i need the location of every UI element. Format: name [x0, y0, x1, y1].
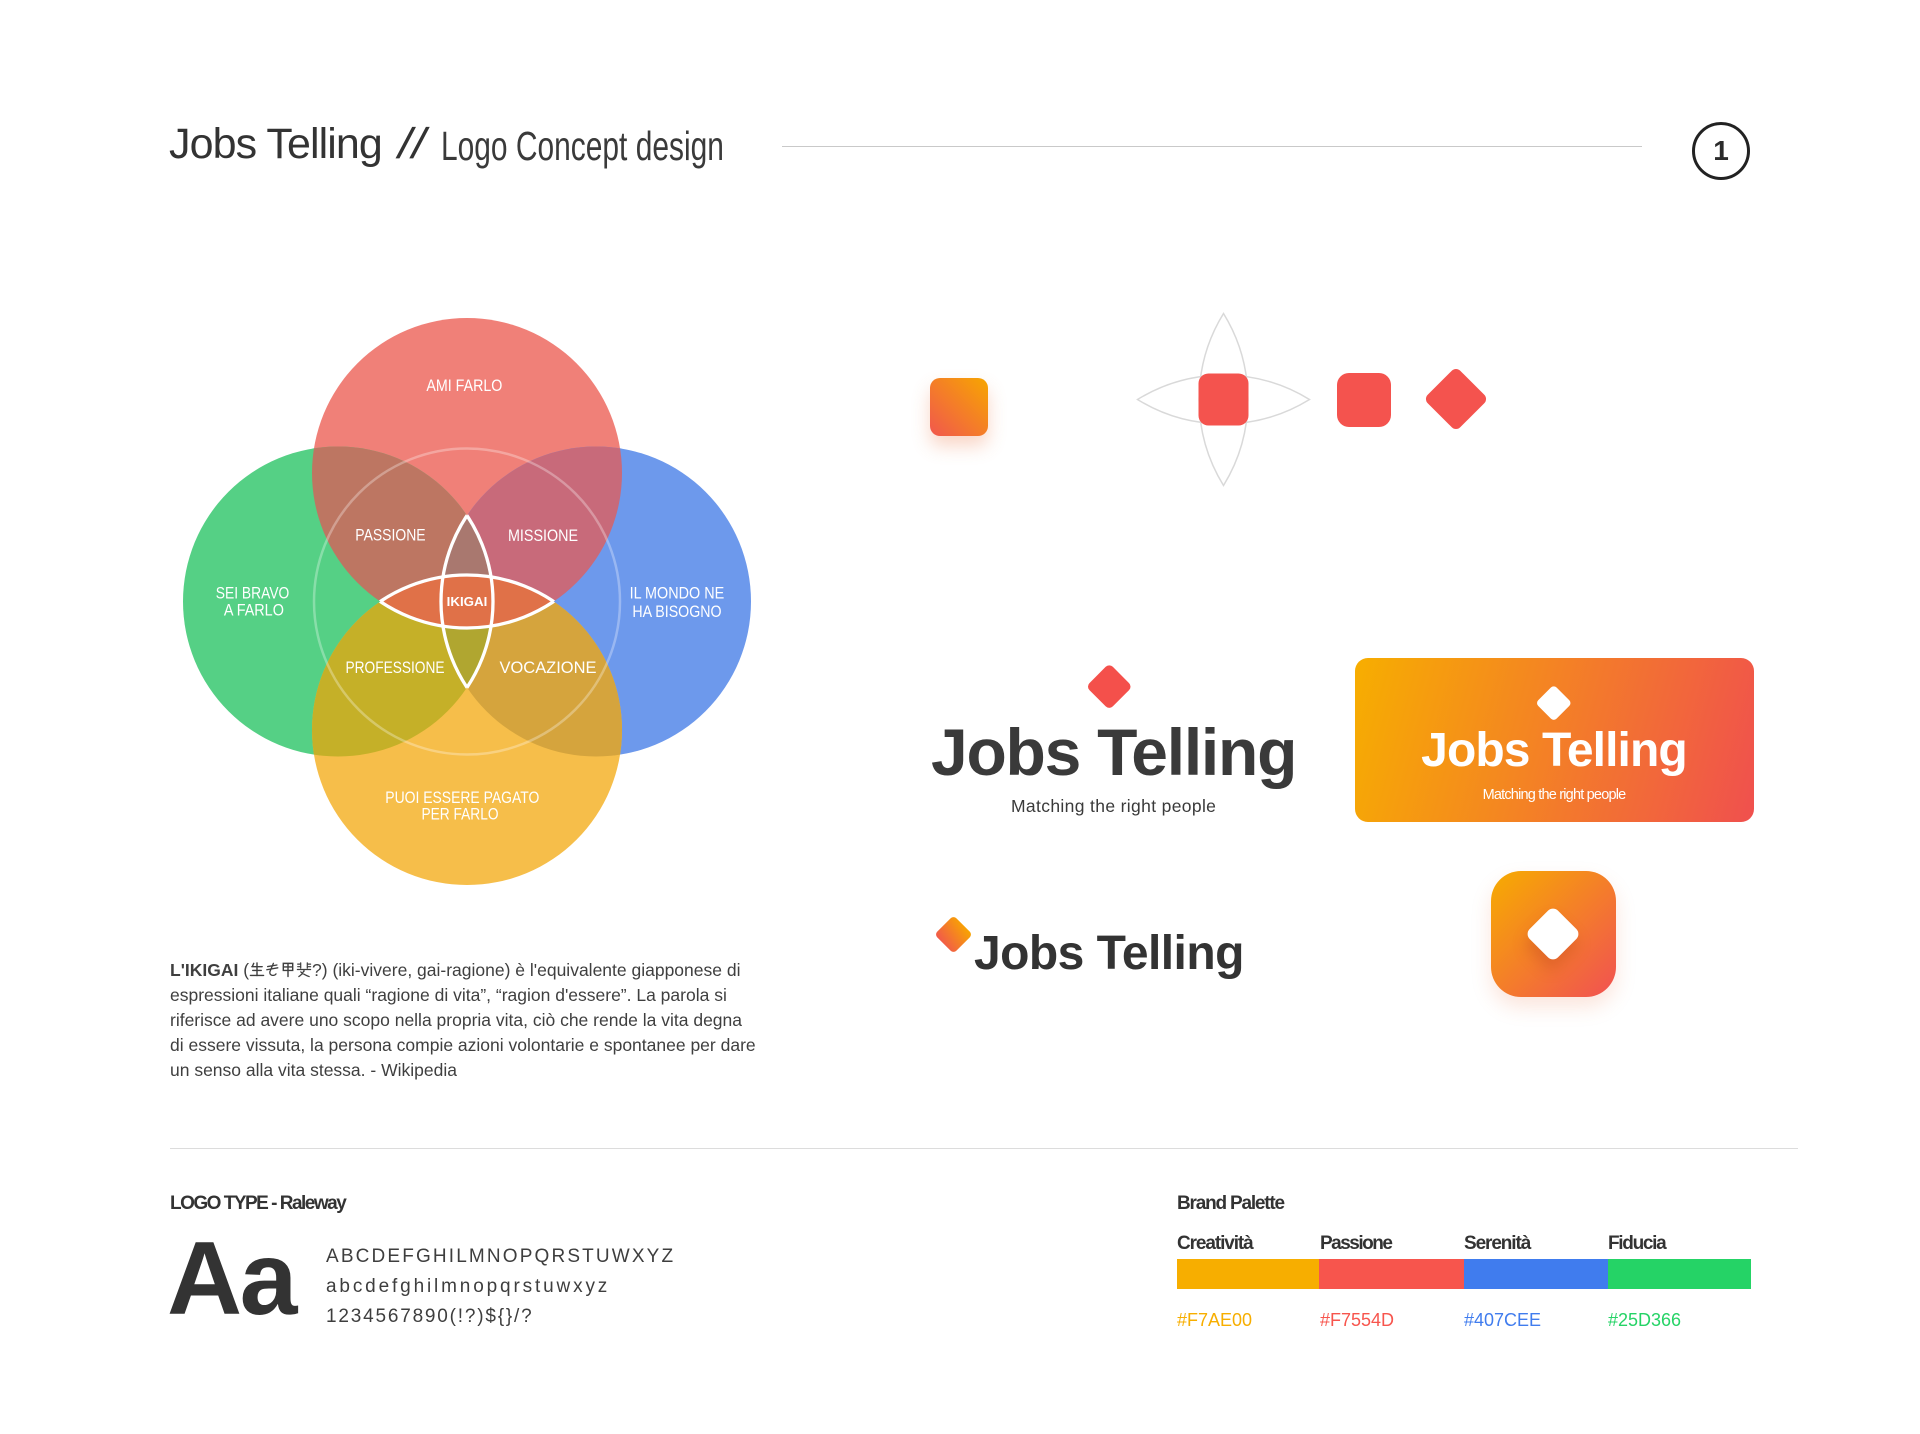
svg-text:PASSIONE: PASSIONE [355, 526, 425, 545]
svg-text:IL MONDO NE: IL MONDO NE [630, 584, 725, 603]
svg-text:SEI BRAVO: SEI BRAVO [216, 583, 289, 602]
svg-text:IKIGAI: IKIGAI [447, 594, 488, 609]
svg-text:HA BISOGNO: HA BISOGNO [632, 602, 721, 621]
svg-text:PER FARLO: PER FARLO [422, 805, 499, 824]
svg-text:AMI FARLO: AMI FARLO [426, 376, 502, 395]
svg-text:MISSIONE: MISSIONE [508, 526, 578, 545]
svg-text:PUOI ESSERE PAGATO: PUOI ESSERE PAGATO [385, 788, 539, 807]
svg-text:PROFESSIONE: PROFESSIONE [346, 658, 445, 677]
svg-text:VOCAZIONE: VOCAZIONE [500, 658, 597, 677]
svg-text:A FARLO: A FARLO [224, 601, 284, 620]
